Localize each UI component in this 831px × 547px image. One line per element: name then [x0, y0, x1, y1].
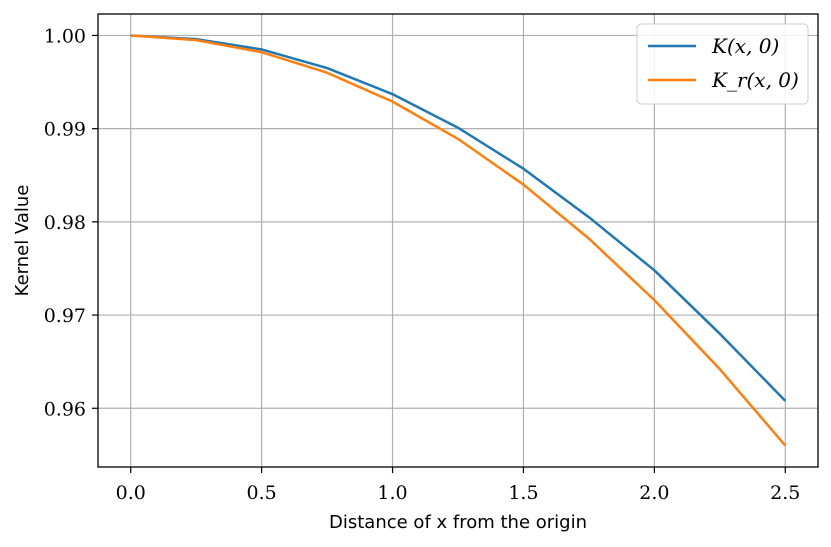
x-tick-label: 0.0 — [116, 482, 146, 504]
series-line-0 — [130, 34, 787, 402]
legend-label-k: K(x, 0) — [711, 34, 779, 58]
x-tick-label: 1.0 — [377, 482, 407, 504]
y-tick-label: 0.99 — [44, 119, 86, 141]
y-tick-label: 0.97 — [44, 305, 86, 327]
y-axis-label: Kernel Value — [12, 185, 33, 297]
x-axis-label: Distance of x from the origin — [329, 512, 587, 533]
legend-label-kr: K_r(x, 0) — [711, 68, 799, 92]
x-tick-label: 0.5 — [247, 482, 277, 504]
x-tick-label: 2.5 — [770, 482, 800, 504]
series-line-1 — [130, 34, 787, 447]
series-lines — [130, 34, 787, 447]
legend-box — [636, 23, 809, 105]
x-tick-label: 2.0 — [639, 482, 669, 504]
legend: K(x, 0) K_r(x, 0) — [636, 23, 809, 105]
x-tick-label: 1.5 — [508, 482, 538, 504]
axis-ticks: 0.0 0.5 1.0 1.5 2.0 2.5 0.96 0.97 0.98 0.99 1.00 — [44, 25, 801, 504]
plot-frame — [97, 13, 819, 468]
y-tick-label: 1.00 — [44, 25, 86, 47]
y-tick-label: 0.96 — [44, 398, 86, 420]
y-tick-label: 0.98 — [44, 212, 86, 234]
